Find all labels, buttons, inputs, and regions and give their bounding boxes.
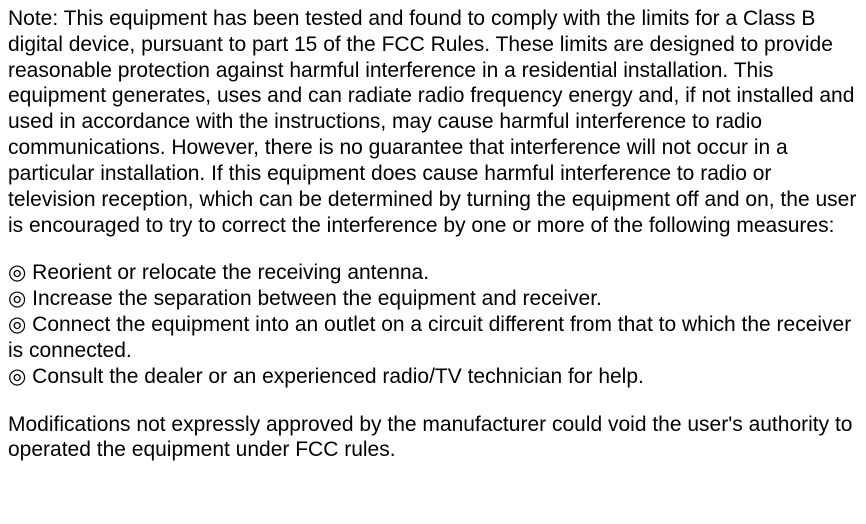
- bullet-list: ◎ Reorient or relocate the receiving ant…: [8, 260, 858, 389]
- closing-paragraph: Modifications not expressly approved by …: [8, 412, 858, 464]
- bullet-item: ◎ Reorient or relocate the receiving ant…: [8, 260, 858, 286]
- bullet-item: ◎ Connect the equipment into an outlet o…: [8, 312, 858, 364]
- document-page: Note: This equipment has been tested and…: [0, 0, 866, 471]
- intro-paragraph: Note: This equipment has been tested and…: [8, 6, 858, 238]
- bullet-item: ◎ Increase the separation between the eq…: [8, 286, 858, 312]
- bullet-item: ◎ Consult the dealer or an experienced r…: [8, 364, 858, 390]
